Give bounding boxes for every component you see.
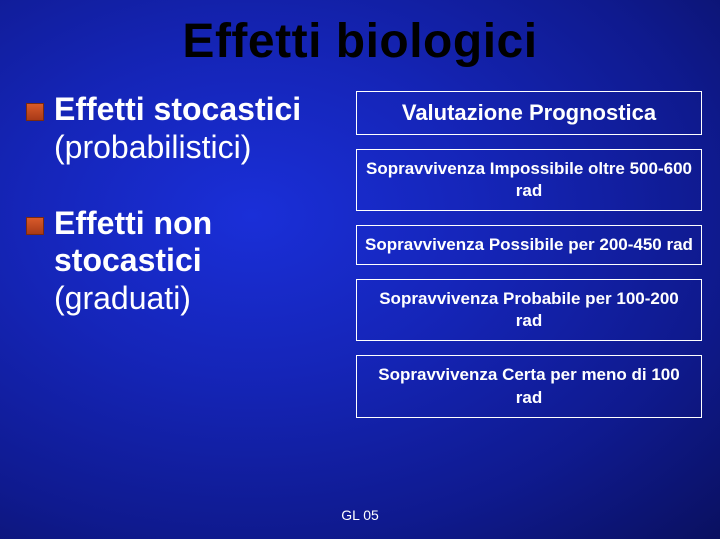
bullet-rest: (graduati) [54,280,191,316]
bullet-item: Effetti non stocastici (graduati) [26,205,346,318]
slide-content: Effetti stocastici (probabilistici) Effe… [0,91,720,432]
bullet-text: Effetti stocastici (probabilistici) [54,91,346,167]
bullet-bold: Effetti non stocastici [54,205,212,279]
bullet-text: Effetti non stocastici (graduati) [54,205,346,318]
slide: Effetti biologici Effetti stocastici (pr… [0,0,720,539]
footer-label: GL 05 [0,507,720,523]
square-bullet-icon [26,103,44,121]
evaluation-table: Valutazione Prognostica Sopravvivenza Im… [356,91,702,432]
square-bullet-icon [26,217,44,235]
table-header: Valutazione Prognostica [356,91,702,135]
table-row: Sopravvivenza Probabile per 100-200 rad [356,279,702,341]
slide-title: Effetti biologici [0,0,720,69]
table-row: Sopravvivenza Certa per meno di 100 rad [356,355,702,417]
bullet-bold: Effetti stocastici [54,91,301,127]
bullet-rest: (probabilistici) [54,129,251,165]
bullet-item: Effetti stocastici (probabilistici) [26,91,346,167]
table-row: Sopravvivenza Impossibile oltre 500-600 … [356,149,702,211]
bullet-list: Effetti stocastici (probabilistici) Effe… [26,91,346,432]
table-row: Sopravvivenza Possibile per 200-450 rad [356,225,702,265]
